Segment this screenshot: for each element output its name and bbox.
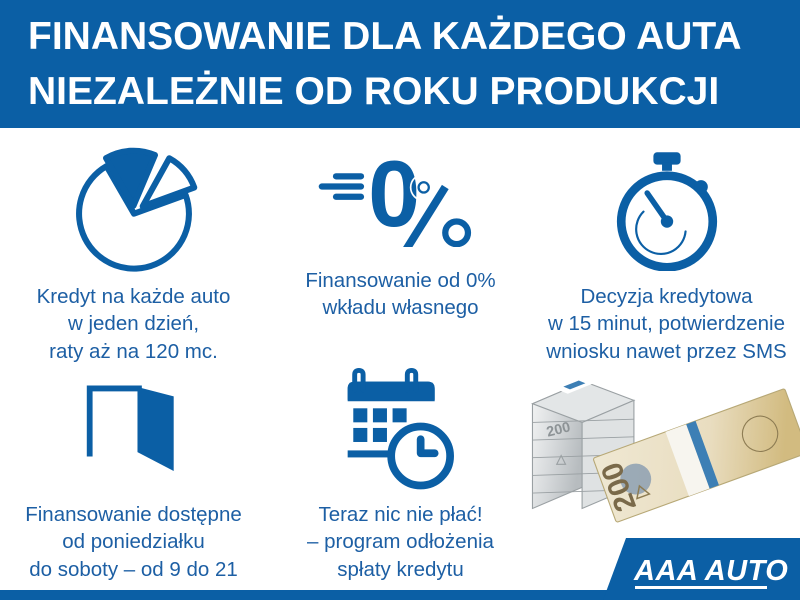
svg-text:AAA AUTO: AAA AUTO: [633, 555, 788, 587]
